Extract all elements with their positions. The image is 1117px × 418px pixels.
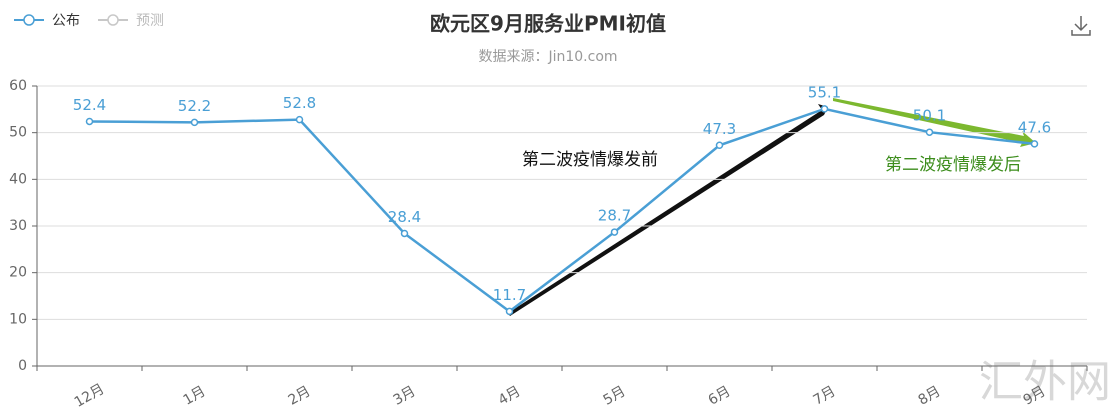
y-tick-label: 20	[9, 265, 27, 281]
point	[1030, 140, 1039, 148]
data-label: 52.8	[283, 94, 316, 112]
annotation: 第二波疫情爆发前	[522, 150, 658, 170]
point	[610, 228, 619, 236]
x-tick-label: 2月	[286, 383, 314, 408]
legend-marker	[107, 14, 119, 26]
y-tick-label: 10	[9, 311, 27, 327]
point	[295, 115, 304, 124]
point	[190, 118, 199, 127]
point	[505, 307, 514, 316]
point	[925, 128, 934, 136]
y-tick-label: 30	[9, 218, 27, 234]
data-label: 11.7	[493, 286, 526, 304]
y-tick-label: 40	[9, 171, 27, 187]
arrow-before	[508, 104, 828, 316]
x-tick-label: 5月	[601, 383, 629, 408]
line	[89, 107, 1035, 313]
point	[715, 141, 724, 150]
data-label: 47.6	[1018, 118, 1051, 136]
data-label: 50.1	[913, 107, 946, 125]
legend-label: 公布	[52, 13, 80, 29]
point	[85, 117, 94, 126]
x-tick-label: 8月	[916, 383, 944, 408]
point	[820, 105, 829, 113]
data-label: 52.2	[178, 97, 211, 115]
x-tick-label: 4月	[496, 383, 524, 408]
data-label: 52.4	[73, 96, 106, 114]
x-tick-label: 12月	[72, 381, 108, 411]
x-tick-label: 7月	[811, 383, 839, 408]
chart-subtitle: 数据来源：Jin10.com	[478, 49, 617, 65]
annotation: 第二波疫情爆发后	[885, 155, 1021, 175]
data-label: 28.7	[598, 207, 631, 225]
arrow-after	[833, 98, 1036, 147]
x-tick-label: 1月	[181, 383, 209, 408]
x-tick-label: 6月	[706, 383, 734, 408]
download-icon[interactable]	[1071, 16, 1091, 36]
data-label: 47.3	[703, 120, 736, 138]
chart-title: 欧元区9月服务业PMI初值	[430, 12, 666, 36]
legend-label: 预测	[136, 13, 164, 29]
data-label: 55.1	[808, 83, 841, 101]
y-tick-label: 60	[9, 78, 27, 94]
watermark: 汇外网	[979, 357, 1111, 408]
y-tick-label: 0	[18, 358, 27, 374]
x-tick-label: 3月	[391, 383, 419, 408]
legend-marker	[23, 14, 35, 26]
y-tick-label: 50	[9, 125, 27, 141]
point	[400, 229, 409, 238]
data-label: 28.4	[388, 208, 421, 226]
download-glyph[interactable]	[1071, 16, 1091, 36]
